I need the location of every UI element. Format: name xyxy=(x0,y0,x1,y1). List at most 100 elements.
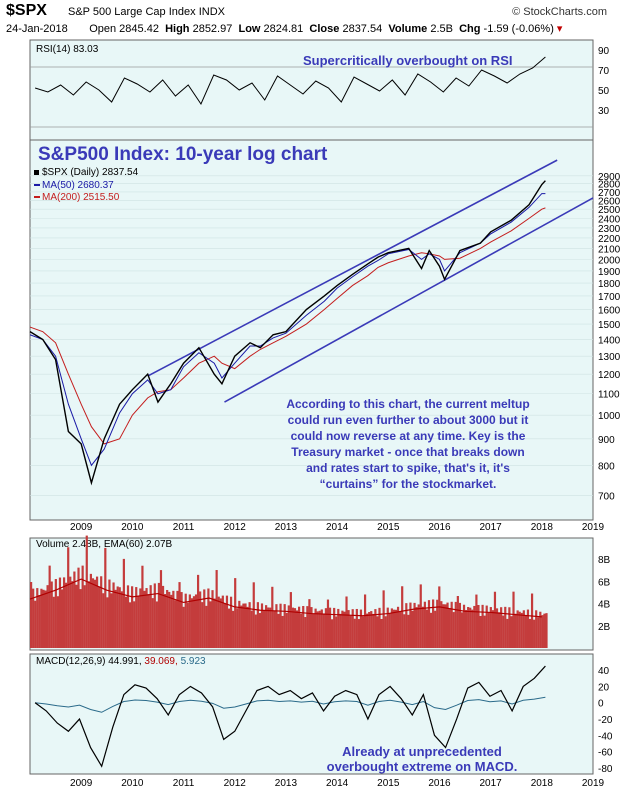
price-annotation-line-6: “curtains” for the stockmarket. xyxy=(320,477,497,491)
volume-legend: Volume 2.48B, EMA(60) 2.07B xyxy=(36,539,173,550)
macd-x-tick: 2019 xyxy=(582,778,605,789)
volume-bar xyxy=(122,558,125,648)
price-panel: S&P500 Index: 10-year log chart $SPX (Da… xyxy=(29,139,621,533)
macd-x-tick: 2018 xyxy=(531,778,554,789)
volume-y-tick: 2B xyxy=(598,622,611,633)
volume-bar xyxy=(227,608,231,648)
volume-bar xyxy=(510,616,513,648)
volume-bar xyxy=(269,607,272,648)
volume-bar xyxy=(372,613,375,648)
volume-bar xyxy=(54,579,57,648)
ma50-series-line xyxy=(29,193,546,467)
volume-bar xyxy=(151,598,154,648)
volume-bar xyxy=(252,582,255,648)
price-annotation-line-2: could run even further to about 3000 but… xyxy=(288,413,529,427)
volume-bar xyxy=(528,618,532,648)
volume-bar xyxy=(302,605,305,648)
volume-bar xyxy=(131,586,134,648)
volume-y-tick: 4B xyxy=(598,600,611,611)
volume-bar xyxy=(388,612,391,648)
volume-bar xyxy=(341,610,344,648)
volume-bar xyxy=(520,612,523,648)
volume-bar xyxy=(345,596,348,648)
volume-bar xyxy=(361,616,365,648)
volume-bar xyxy=(108,579,111,648)
volume-bar xyxy=(386,607,389,648)
volume-bar xyxy=(34,600,37,648)
volume-bar xyxy=(310,607,313,648)
volume-bar xyxy=(172,590,175,648)
legend-spx: $SPX (Daily) 2837.54 xyxy=(42,167,139,178)
price-y-tick: 1700 xyxy=(598,292,621,303)
volume-label: Volume xyxy=(388,23,428,35)
volume-bar xyxy=(209,601,212,648)
macd-x-tick: 2012 xyxy=(224,778,247,789)
volume-bar xyxy=(98,586,101,648)
down-arrow-icon: ▾ xyxy=(556,23,563,35)
volume-bar xyxy=(462,604,466,648)
macd-y-tick: 20 xyxy=(598,682,610,693)
volume-ema-line xyxy=(29,578,542,618)
volume-bar xyxy=(168,591,171,648)
price-x-tick: 2013 xyxy=(275,522,298,533)
volume-bar xyxy=(118,587,121,648)
volume-bar xyxy=(351,609,354,648)
volume-bar xyxy=(143,590,146,648)
volume-bar xyxy=(378,607,381,648)
volume-bar xyxy=(232,610,235,648)
macd-y-tick: -20 xyxy=(598,715,613,726)
volume-bar xyxy=(407,614,410,648)
price-y-tick: 2800 xyxy=(598,180,621,191)
price-y-tick: 1400 xyxy=(598,336,621,347)
price-y-tick: 2200 xyxy=(598,234,621,245)
macd-y-tick: 40 xyxy=(598,666,610,677)
volume-bar xyxy=(330,619,334,648)
macd-x-tick: 2009 xyxy=(70,778,93,789)
volume-bar xyxy=(262,610,266,648)
volume-bar xyxy=(32,588,35,648)
macd-annotation: Already at unprecedented overbought extr… xyxy=(327,744,518,774)
volume-bar xyxy=(409,602,412,648)
volume-bar xyxy=(110,593,113,648)
index-name-line: S&P 500 Large Cap Index INDX xyxy=(68,6,225,18)
volume-bar xyxy=(432,599,435,648)
price-x-tick: 2017 xyxy=(480,522,503,533)
volume-bar xyxy=(139,588,142,648)
volume-bar xyxy=(180,592,183,648)
macd-annotation-line-1: Already at unprecedented xyxy=(342,744,502,759)
volume-bar xyxy=(211,590,214,648)
volume-bar xyxy=(133,601,136,648)
volume-bar xyxy=(174,600,177,648)
volume-y-tick: 8B xyxy=(598,555,611,566)
volume-bar xyxy=(83,585,86,648)
volume-bar xyxy=(446,602,449,648)
volume-bar xyxy=(244,603,247,648)
volume-bar xyxy=(506,618,509,648)
volume-bar xyxy=(178,582,181,648)
volume-y-tick: 6B xyxy=(598,577,611,588)
volume-bar xyxy=(120,591,123,648)
low-value: 2824.81 xyxy=(263,23,304,35)
volume-bar xyxy=(333,607,336,648)
volume-bar xyxy=(281,615,284,648)
volume-bar xyxy=(188,594,191,648)
volume-bar xyxy=(491,610,494,648)
volume-bar xyxy=(452,612,455,648)
rsi-y-ticks: 90 70 50 30 xyxy=(598,46,610,117)
macd-y-ticks: 40 20 0 -20 -40 -60 -80 xyxy=(598,666,613,775)
volume-bar xyxy=(522,610,525,648)
macd-y-tick: -60 xyxy=(598,748,613,759)
volume-bar xyxy=(60,589,64,648)
volume-bar xyxy=(456,596,459,648)
volume-bar xyxy=(368,611,371,648)
volume-bar xyxy=(502,615,505,648)
volume-bar xyxy=(454,601,457,648)
price-y-tick: 2100 xyxy=(598,244,621,255)
volume-bar xyxy=(312,613,315,648)
volume-bar xyxy=(182,606,185,648)
volume-bar xyxy=(374,609,377,648)
price-y-tick: 2300 xyxy=(598,224,621,235)
high-label: High xyxy=(165,23,190,35)
volume-bar xyxy=(149,585,152,648)
volume-bar xyxy=(65,582,68,648)
